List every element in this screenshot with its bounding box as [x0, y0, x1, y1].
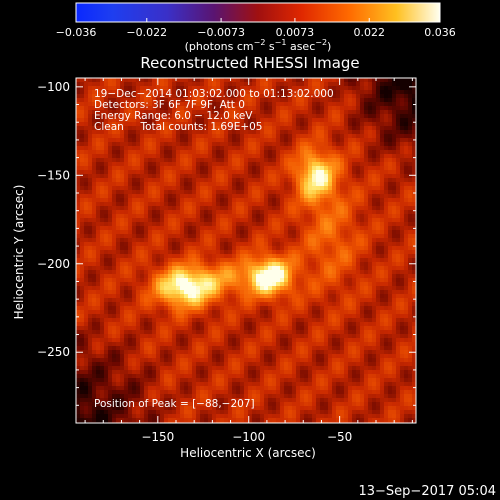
peak-position-label: Position of Peak = [−88,−207] [94, 398, 255, 410]
x-tick-label: −150 [141, 430, 174, 444]
chart-title: Reconstructed RHESSI Image [140, 54, 359, 72]
heatmap [76, 78, 416, 423]
y-tick-label: −100 [37, 80, 70, 94]
x-tick-label: −100 [232, 430, 265, 444]
annotation-detectors: Detectors: 3F 6F 7F 9F, Att 0 [94, 99, 245, 111]
colorbar-tick-label: −0.022 [126, 26, 167, 39]
y-tick-label: −150 [37, 168, 70, 182]
timestamp: 13−Sep−2017 05:04 [358, 484, 496, 499]
colorbar-tick-label: 0.036 [424, 26, 456, 39]
annotations: 19−Dec−2014 01:03:02.000 to 01:13:02.000… [94, 88, 334, 410]
x-axis-label: Heliocentric X (arcsec) [180, 446, 316, 460]
annotation-energy: Energy Range: 6.0 − 12.0 keV [94, 110, 253, 122]
y-axis-label: Heliocentric Y (arcsec) [12, 185, 26, 320]
colorbar-tick-label: 0.022 [353, 26, 385, 39]
x-tick-label: −50 [327, 430, 352, 444]
plot-frame [75, 77, 417, 424]
annotation-time: 19−Dec−2014 01:03:02.000 to 01:13:02.000 [94, 88, 334, 100]
colorbar [76, 3, 440, 22]
annotation-counts: Clean Total counts: 1.69E+05 [94, 121, 263, 133]
colorbar-tick-label: 0.0073 [276, 26, 315, 39]
y-tick-label: −250 [37, 345, 70, 359]
axis-ticks: −150 −100 −50 −100 −150 −200 −250 [37, 78, 416, 444]
y-tick-label: −200 [37, 257, 70, 271]
colorbar-unit-label: (photons cm−2 s−1 asec−2) [185, 38, 332, 53]
colorbar-tick-label: −0.0073 [197, 26, 245, 39]
colorbar-tick-label: −0.036 [56, 26, 97, 39]
colorbar-ticks: −0.036 −0.022 −0.0073 0.0073 0.022 0.036 [56, 18, 456, 39]
